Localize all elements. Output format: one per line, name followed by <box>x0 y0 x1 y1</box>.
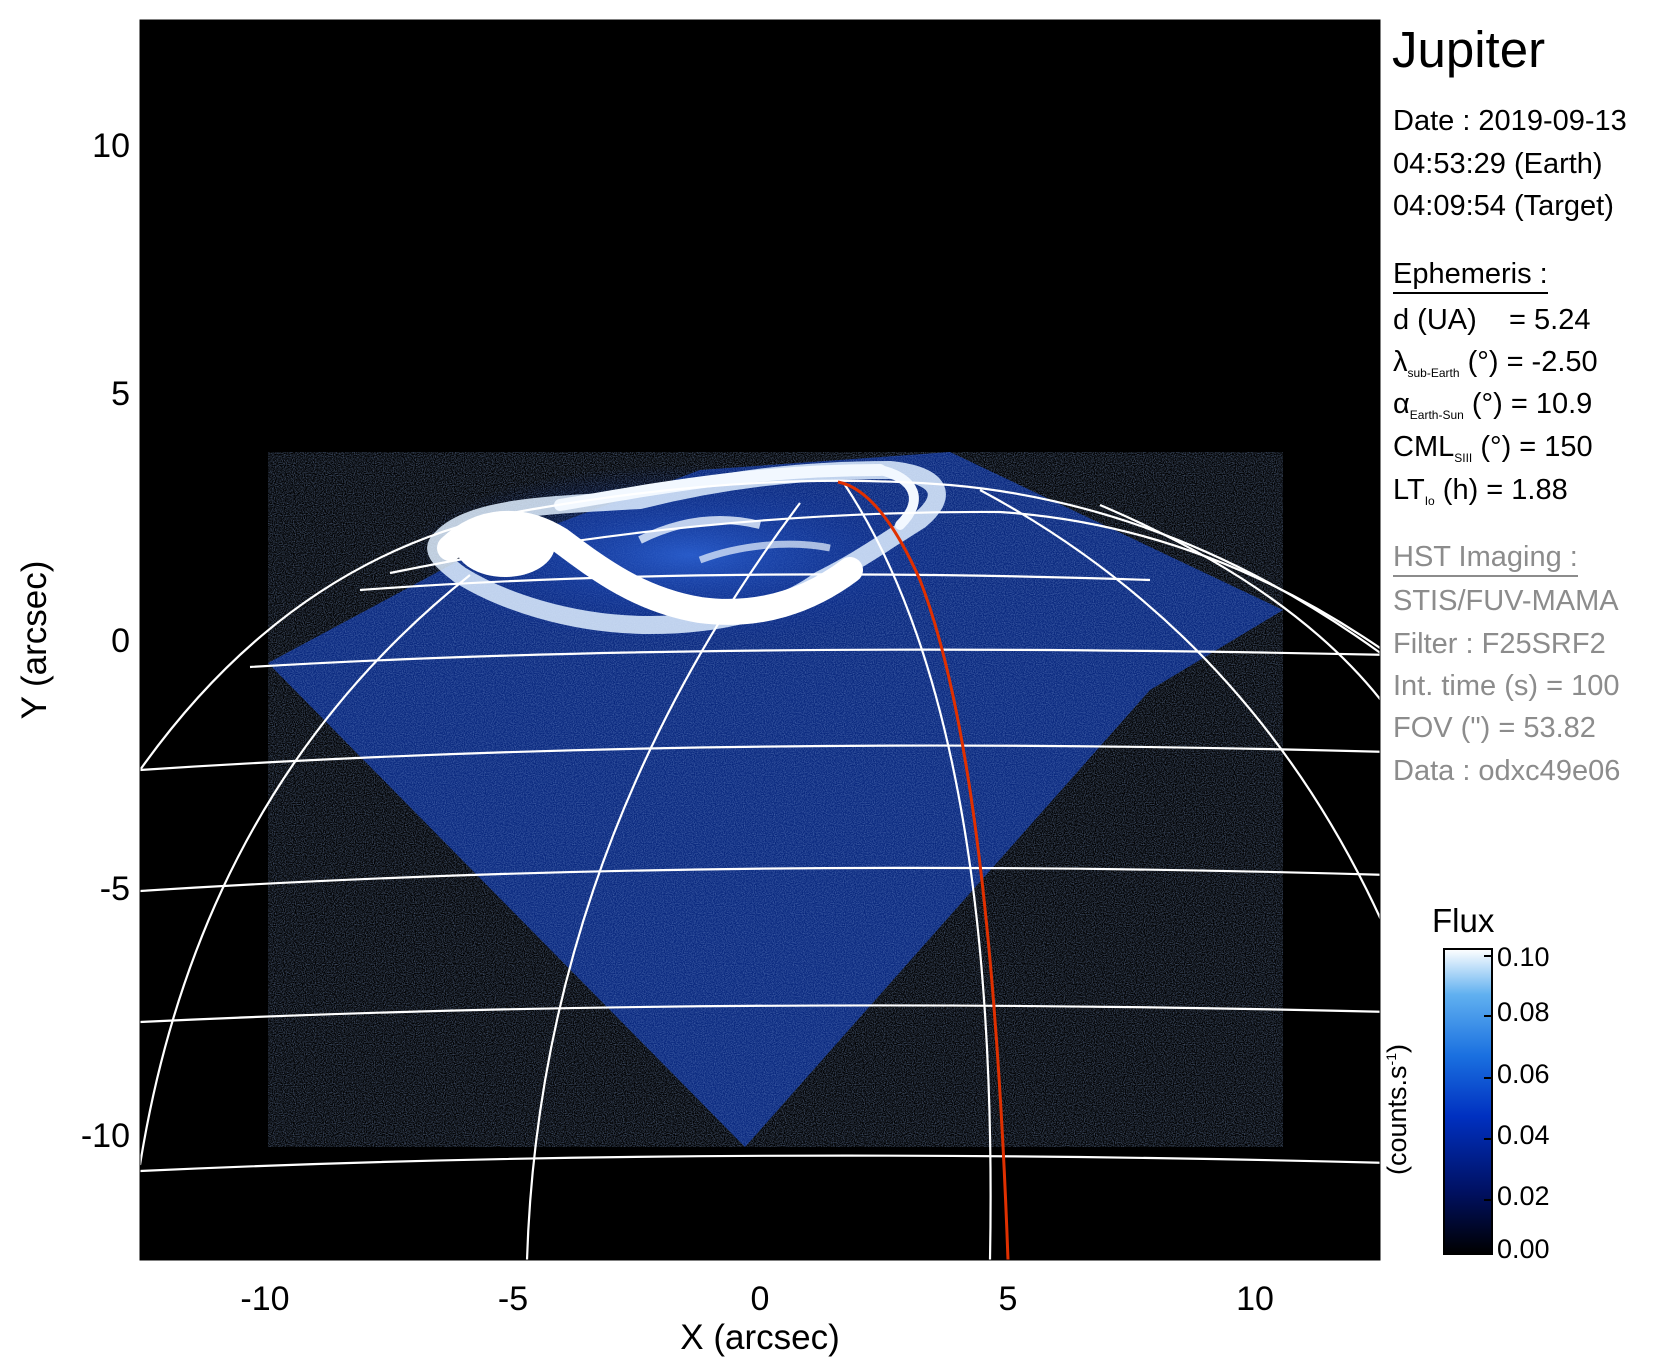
colorbar-tick-label: 0.06 <box>1497 1059 1550 1089</box>
ephemeris-io-local-time: LTIo (h) = 1.88 <box>1393 474 1568 508</box>
ephemeris-distance: d (UA) = 5.24 <box>1393 304 1591 336</box>
y-ticks: 10 5 0 -5 -10 <box>81 127 130 1155</box>
hst-fov: FOV (") = 53.82 <box>1393 712 1596 744</box>
y-tick-label: -5 <box>100 870 130 908</box>
y-tick-label: 0 <box>111 622 130 660</box>
hst-integration-time: Int. time (s) = 100 <box>1393 670 1620 702</box>
colorbar-ticks <box>1484 955 1492 1201</box>
colorbar-unit-label: (counts.s-1) <box>1382 1044 1412 1175</box>
lat-lon-grid <box>140 479 1380 1260</box>
colorbar-tick-label: 0.08 <box>1497 997 1550 1027</box>
ephemeris-heading: Ephemeris : <box>1393 258 1548 294</box>
date-line: Date : 2019-09-13 <box>1393 105 1627 137</box>
y-tick-label: -10 <box>81 1117 130 1155</box>
colorbar-tick-labels: 0.10 0.08 0.06 0.04 0.02 0.00 <box>1497 942 1550 1264</box>
hst-data-id: Data : odxc49e06 <box>1393 755 1621 787</box>
colorbar-tick-label: 0.04 <box>1497 1120 1550 1150</box>
y-axis-label: Y (arcsec) <box>15 561 54 720</box>
x-tick-label: -10 <box>240 1280 289 1318</box>
plot-frame <box>139 19 1381 1261</box>
ephemeris-sub-earth-latitude: λsub-Earth (°) = -2.50 <box>1393 346 1598 380</box>
colorbar-tick-label: 0.02 <box>1497 1181 1550 1211</box>
time-target-line: 04:09:54 (Target) <box>1393 190 1614 222</box>
x-tick-label: 5 <box>999 1280 1018 1318</box>
ephemeris-cml: CMLSIII (°) = 150 <box>1393 431 1593 465</box>
x-tick-label: -5 <box>498 1280 528 1318</box>
y-tick-label: 10 <box>92 127 130 165</box>
hst-heading: HST Imaging : <box>1393 541 1578 577</box>
x-tick-label: 10 <box>1236 1280 1274 1318</box>
x-tick-label: 0 <box>751 1280 770 1318</box>
ephemeris-phase-angle: αEarth-Sun (°) = 10.9 <box>1393 388 1593 422</box>
planet-limb <box>140 479 1380 771</box>
colorbar-title: Flux <box>1432 902 1495 939</box>
hst-instrument: STIS/FUV-MAMA <box>1393 585 1619 617</box>
x-axis-label: X (arcsec) <box>680 1318 839 1357</box>
io-footpath-line <box>837 480 1010 1260</box>
y-tick-label: 5 <box>111 375 130 413</box>
colorbar-tick-label: 0.10 <box>1497 942 1550 972</box>
auroral-oval <box>410 460 970 645</box>
colorbar-tick-label: 0.00 <box>1497 1234 1550 1264</box>
colorbar <box>1443 948 1493 1255</box>
x-ticks: -10 -5 0 5 10 <box>240 1280 1273 1318</box>
figure-title: Jupiter <box>1392 21 1546 78</box>
hst-filter: Filter : F25SRF2 <box>1393 628 1606 660</box>
time-earth-line: 04:53:29 (Earth) <box>1393 148 1603 180</box>
